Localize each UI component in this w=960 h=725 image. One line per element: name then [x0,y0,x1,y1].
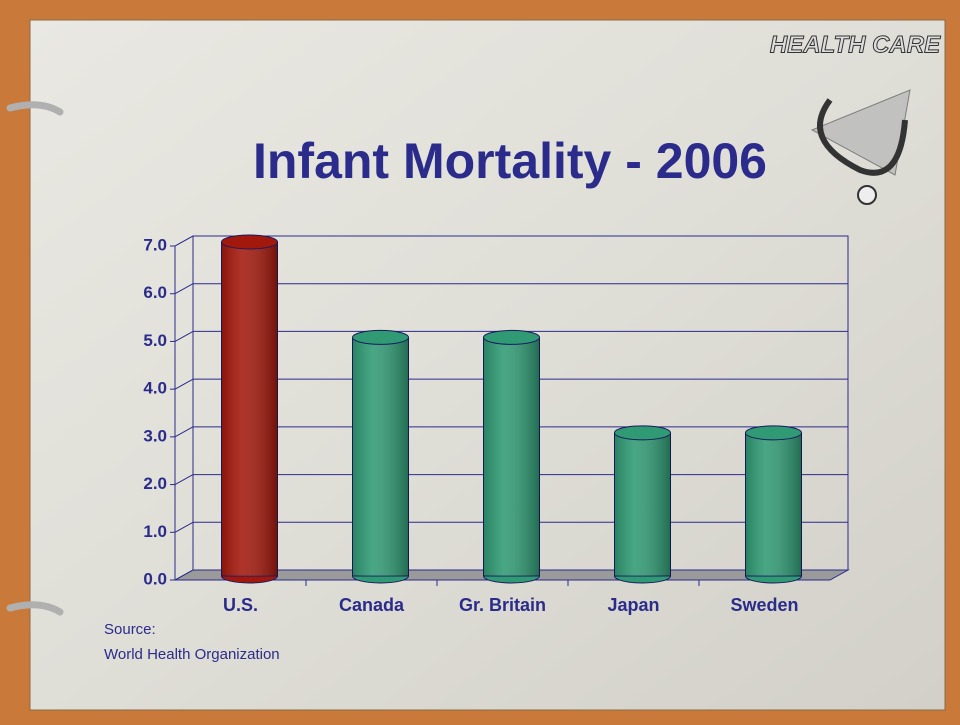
grid-line-side [174,378,194,390]
grid-line-side [174,283,194,295]
grid-line-side [174,521,194,533]
x-tick-label: Sweden [730,595,798,615]
chart-title: Infant Mortality - 2006 [253,133,767,189]
plot: 0.0 1.0 2.0 3.0 4.0 5.0 6.0 7.0 U.S. Canada Gr. Br… [143,234,848,615]
y-tick-label: 4.0 [143,379,167,398]
bar-shade [483,337,540,576]
grid-line-side [174,235,194,247]
bar-shade [745,432,802,576]
y-tick-label: 5.0 [143,331,167,350]
logo-text: HEALTH CARE [770,31,941,58]
bar-shade [221,242,278,576]
grid-line-side [174,426,194,438]
bar-shade [614,432,671,576]
y-tick-label: 0.0 [143,569,167,588]
grid-line-side [174,330,194,342]
y-tick-label: 7.0 [143,235,167,254]
x-tick-label: Gr. Britain [459,595,546,615]
x-tick-label: Canada [339,595,405,615]
bar-top [614,425,671,441]
logo: HEALTH CARE [769,31,942,205]
bar-top [221,234,278,250]
x-tick-label: U.S. [223,595,258,615]
bar-top [352,329,409,345]
y-tick-label: 1.0 [143,522,167,541]
grid-line-side [174,474,194,486]
bar-shade [352,337,409,576]
y-tick-label: 6.0 [143,283,167,302]
bar-top [745,425,802,441]
source-label: Source: [104,621,156,638]
bar-top [483,329,540,345]
x-tick-label: Japan [607,595,659,615]
y-tick-label: 2.0 [143,474,167,493]
ring [6,101,64,616]
y-tick-label: 3.0 [143,426,167,445]
source: World Health Organization [104,646,280,663]
grid-line-side [174,569,194,581]
